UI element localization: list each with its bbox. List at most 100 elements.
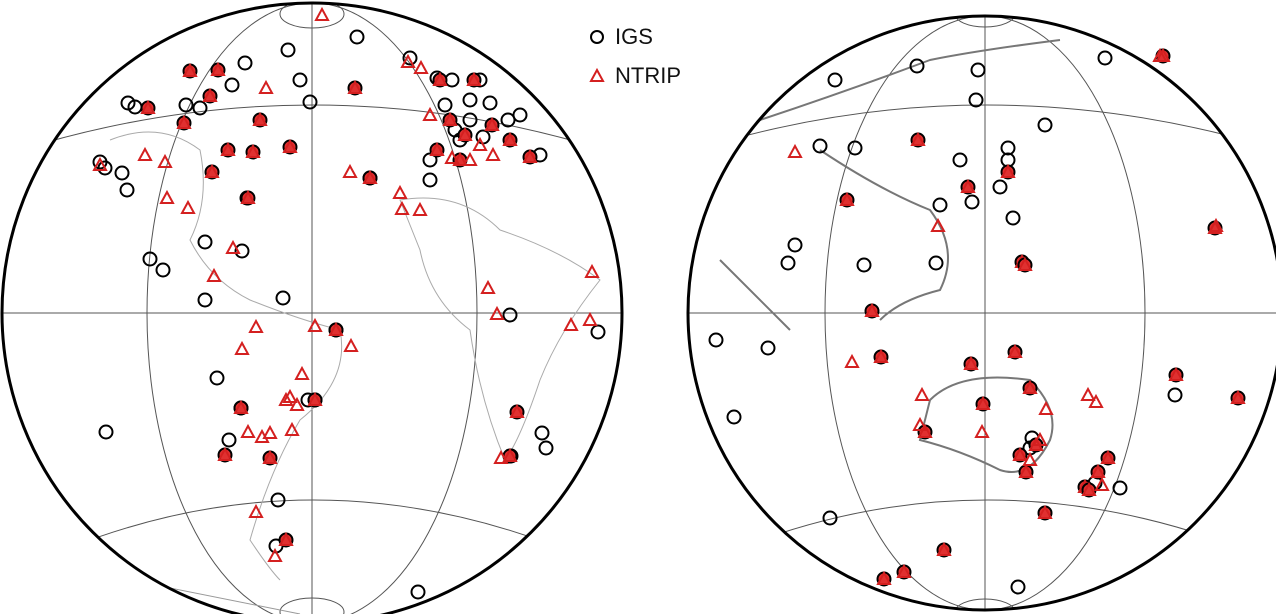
ntrip-station: [202, 87, 218, 102]
ntrip-station: [522, 148, 538, 163]
ntrip-station: [1017, 256, 1033, 271]
ntrip-station: [240, 189, 256, 204]
igs-station: [812, 138, 828, 154]
igs-station: [292, 72, 308, 88]
ntrip-station: [422, 106, 438, 121]
ntrip-station: [394, 200, 410, 215]
ntrip-station: [278, 531, 294, 546]
ntrip-station: [1018, 463, 1034, 478]
ntrip-station: [912, 416, 928, 431]
ntrip-station: [1022, 379, 1038, 394]
ntrip-station: [307, 317, 323, 332]
igs-station: [502, 307, 518, 323]
ntrip-station: [844, 353, 860, 368]
igs-station: [142, 251, 158, 267]
ntrip-station: [873, 348, 889, 363]
ntrip-station: [1038, 400, 1054, 415]
igs-station: [462, 92, 478, 108]
ntrip-station: [493, 449, 509, 464]
ntrip-station: [248, 503, 264, 518]
ntrip-station: [252, 111, 268, 126]
ntrip-station: [413, 59, 429, 74]
ntrip-station: [936, 541, 952, 556]
igs-station: [847, 140, 863, 156]
ntrip-station: [442, 111, 458, 126]
ntrip-station: [314, 6, 330, 21]
ntrip-station: [1088, 393, 1104, 408]
igs-station: [98, 424, 114, 440]
ntrip-station: [254, 428, 270, 443]
ntrip-station: [220, 141, 236, 156]
ntrip-station: [180, 199, 196, 214]
igs-station: [909, 58, 925, 74]
igs-station: [538, 440, 554, 456]
ntrip-station: [787, 143, 803, 158]
legend-label: IGS: [615, 24, 653, 49]
igs-station: [270, 492, 286, 508]
igs-station: [97, 160, 113, 176]
legend-label: NTRIP: [615, 63, 681, 88]
igs-station: [221, 432, 237, 448]
igs-station: [119, 182, 135, 198]
ntrip-station: [876, 570, 892, 585]
ntrip-station: [930, 217, 946, 232]
igs-station: [192, 100, 208, 116]
igs-station: [1037, 117, 1053, 133]
globe-outline: [686, 14, 1276, 612]
ntrip-station: [1081, 481, 1097, 496]
ntrip-station: [484, 116, 500, 131]
ntrip-station: [262, 449, 278, 464]
ntrip-station: [343, 337, 359, 352]
ntrip-station: [182, 62, 198, 77]
ntrip-station: [278, 391, 294, 406]
ntrip-station: [262, 424, 278, 439]
igs-station: [155, 262, 171, 278]
ntrip-station: [225, 239, 241, 254]
ntrip-station: [509, 403, 525, 418]
ntrip-station: [974, 423, 990, 438]
ntrip-station: [1032, 431, 1048, 446]
igs-station: [964, 194, 980, 210]
legend: IGS NTRIP: [589, 24, 681, 88]
ntrip-station: [582, 311, 598, 326]
graticule: [2, 3, 622, 614]
ntrip-station: [429, 141, 445, 156]
igs-station: [992, 179, 1008, 195]
ntrip-station: [400, 53, 416, 68]
ntrip-station: [502, 131, 518, 146]
ntrip-station: [963, 355, 979, 370]
ntrip-station: [910, 131, 926, 146]
ntrip-station: [342, 163, 358, 178]
igs-station: [197, 292, 213, 308]
ntrip-station: [159, 189, 175, 204]
igs-station: [422, 172, 438, 188]
ntrip-station: [1000, 163, 1016, 178]
ntrip-station: [975, 395, 991, 410]
igs-station: [932, 197, 948, 213]
igs-station: [952, 152, 968, 168]
ntrip-station: [1208, 217, 1224, 232]
ntrip-station: [1022, 451, 1038, 466]
ntrip-station: [206, 267, 222, 282]
ntrip-station: [864, 302, 880, 317]
igs-station: [410, 584, 426, 600]
left-hemisphere: [0, 1, 624, 614]
ntrip-station: [462, 151, 478, 166]
globe-outline: [0, 1, 624, 614]
ntrip-station: [1090, 463, 1106, 478]
igs-station: [968, 92, 984, 108]
ntrip-station: [258, 79, 274, 94]
igs-station: [482, 95, 498, 111]
ntrip-station: [267, 547, 283, 562]
igs-station: [726, 409, 742, 425]
ntrip-station: [839, 191, 855, 206]
ntrip-station: [1152, 47, 1168, 62]
ntrip-station: [1012, 446, 1028, 461]
ntrip-station: [480, 279, 496, 294]
ntrip-station: [157, 153, 173, 168]
igs-station: [422, 152, 438, 168]
ntrip-station: [1100, 449, 1116, 464]
ntrip-station: [1230, 389, 1246, 404]
right-hemisphere: [686, 14, 1276, 612]
ntrip-station: [176, 114, 192, 129]
